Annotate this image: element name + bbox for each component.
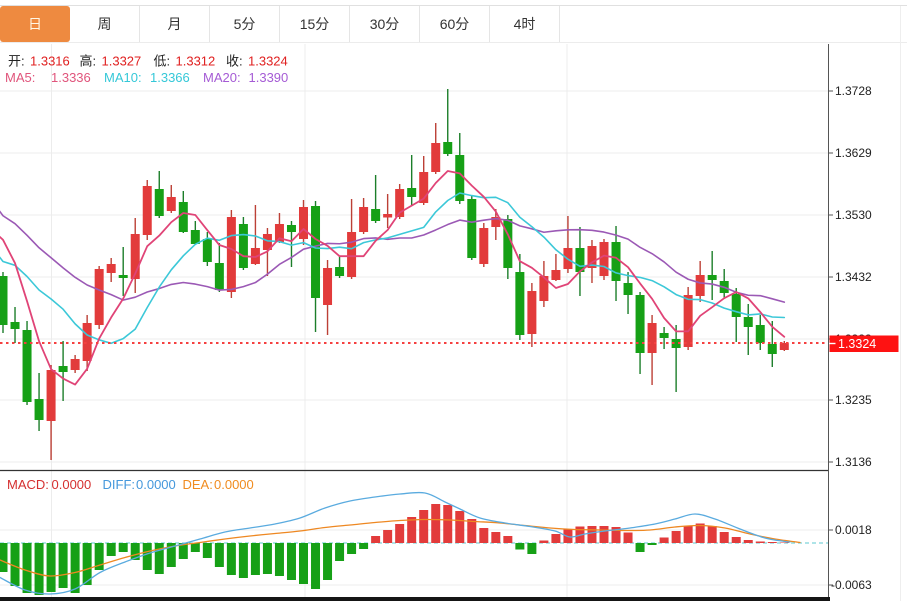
svg-text:1.3432: 1.3432 xyxy=(835,270,872,284)
svg-text:1.3324: 1.3324 xyxy=(838,337,876,351)
svg-text:1.3728: 1.3728 xyxy=(835,84,872,98)
svg-text:1.3629: 1.3629 xyxy=(835,146,872,160)
svg-text:1.3136: 1.3136 xyxy=(835,455,872,469)
svg-text:-0.0063: -0.0063 xyxy=(831,578,872,592)
svg-text:1.3235: 1.3235 xyxy=(835,393,872,407)
svg-text:1.3530: 1.3530 xyxy=(835,208,872,222)
svg-text:0.0018: 0.0018 xyxy=(835,523,872,537)
